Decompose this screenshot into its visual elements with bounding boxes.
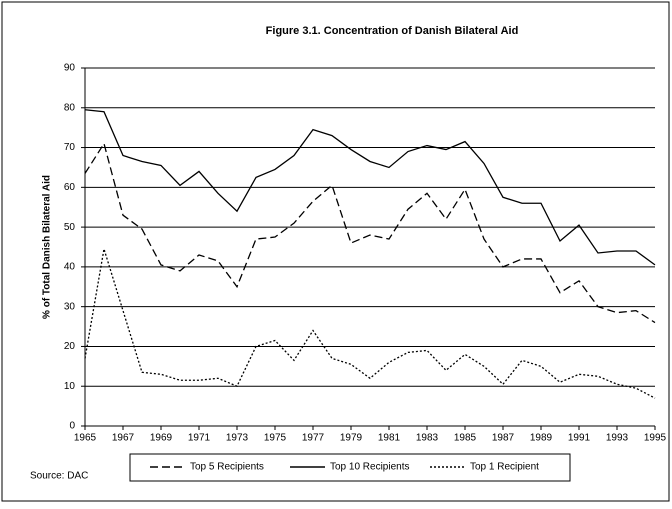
x-tick-label: 1983 <box>416 433 439 444</box>
y-tick-label: 20 <box>64 341 76 352</box>
x-tick-label: 1969 <box>150 433 173 444</box>
y-tick-label: 30 <box>64 301 76 312</box>
x-tick-label: 1971 <box>188 433 211 444</box>
x-tick-label: 1995 <box>644 433 667 444</box>
x-tick-label: 1979 <box>340 433 363 444</box>
source-note: Source: DAC <box>30 471 88 482</box>
legend-box <box>129 453 571 482</box>
x-tick-label: 1993 <box>606 433 629 444</box>
x-tick-label: 1985 <box>454 433 477 444</box>
y-tick-label: 60 <box>64 182 76 193</box>
y-tick-label: 40 <box>64 262 76 273</box>
y-tick-label: 90 <box>64 63 76 74</box>
x-tick-label: 1973 <box>226 433 249 444</box>
x-tick-label: 1977 <box>302 433 325 444</box>
frame <box>1 1 670 502</box>
y-axis-label: % of Total Danish Bilateral Aid <box>42 175 53 319</box>
y-tick-label: 10 <box>64 381 76 392</box>
x-tick-label: 1991 <box>568 433 591 444</box>
y-tick-label: 70 <box>64 142 76 153</box>
chart-title: Figure 3.1. Concentration of Danish Bila… <box>266 25 519 37</box>
series-line <box>84 141 656 324</box>
y-tick-label: 80 <box>64 102 76 113</box>
x-tick-label: 1981 <box>378 433 401 444</box>
y-tick-label: 0 <box>69 421 75 432</box>
legend-label: Top 5 Recipients <box>190 462 264 473</box>
series-line <box>84 109 656 266</box>
x-tick-label: 1965 <box>74 433 97 444</box>
x-tick-label: 1989 <box>530 433 553 444</box>
series-line <box>84 248 656 399</box>
legend-label: Top 10 Recipients <box>330 462 410 473</box>
x-tick-label: 1967 <box>112 433 135 444</box>
legend-label: Top 1 Recipient <box>470 462 539 473</box>
y-tick-label: 50 <box>64 222 76 233</box>
x-tick-label: 1987 <box>492 433 515 444</box>
x-tick-label: 1975 <box>264 433 287 444</box>
